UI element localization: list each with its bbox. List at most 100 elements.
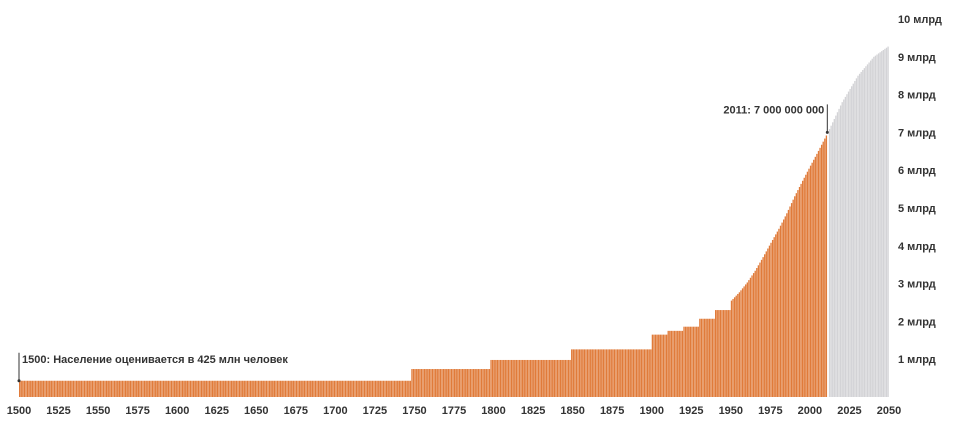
- historical-bar: [85, 380, 87, 397]
- historical-bar: [419, 369, 421, 397]
- historical-bar: [764, 254, 766, 397]
- historical-bar: [145, 380, 147, 397]
- historical-bar: [106, 380, 108, 397]
- historical-bar: [183, 380, 185, 397]
- x-tick-label: 1525: [46, 405, 70, 417]
- historical-bar: [199, 380, 201, 397]
- y-tick-label: 3 млрд: [898, 279, 936, 291]
- projection-bar: [838, 108, 840, 397]
- historical-bar: [208, 380, 211, 397]
- historical-bar: [735, 295, 737, 397]
- historical-bar: [555, 359, 557, 397]
- historical-bar: [324, 380, 326, 397]
- historical-bar: [261, 380, 263, 397]
- historical-bar: [602, 349, 605, 397]
- historical-bar: [368, 380, 370, 397]
- historical-bar: [336, 380, 339, 397]
- historical-bar: [306, 380, 309, 397]
- historical-bar: [400, 380, 402, 397]
- historical-bar: [813, 159, 815, 397]
- x-tick-label: 1950: [719, 405, 743, 417]
- historical-bar: [259, 380, 261, 397]
- x-tick-label: 1750: [402, 405, 426, 417]
- historical-bar: [297, 380, 299, 397]
- historical-bar: [582, 349, 584, 397]
- historical-bar: [406, 380, 408, 397]
- historical-bar: [716, 310, 718, 397]
- historical-bar: [684, 326, 687, 397]
- historical-bar: [528, 359, 530, 397]
- x-tick-label: 1975: [758, 405, 782, 417]
- projection-bar: [871, 58, 873, 397]
- historical-bar: [142, 380, 144, 397]
- historical-bar: [281, 380, 283, 397]
- historical-bar: [94, 380, 97, 397]
- historical-bar: [134, 380, 136, 397]
- historical-bar: [254, 380, 257, 397]
- historical-bar: [726, 310, 728, 397]
- historical-bar: [822, 141, 824, 397]
- historical-bar: [552, 359, 554, 397]
- historical-bar: [484, 369, 486, 397]
- historical-bar: [609, 349, 611, 397]
- historical-bar: [30, 380, 32, 397]
- historical-bar: [471, 369, 473, 397]
- x-axis-tick-labels: 1500 1525 1550 1575 1600 1625 1650 1675 1700 1725…: [7, 405, 901, 417]
- historical-bar: [311, 380, 313, 397]
- historical-bar: [185, 380, 187, 397]
- historical-bar: [346, 380, 348, 397]
- historical-bar: [357, 380, 359, 397]
- historical-bar: [360, 380, 363, 397]
- projection-bar: [863, 68, 866, 397]
- historical-bar: [664, 334, 666, 397]
- historical-bar: [115, 380, 117, 397]
- historical-bar: [319, 380, 321, 397]
- historical-bar: [526, 359, 529, 397]
- historical-bar: [69, 380, 71, 397]
- historical-bar: [752, 273, 755, 397]
- historical-bar: [245, 380, 247, 397]
- projection-bar: [832, 122, 834, 397]
- x-tick-label: 2050: [877, 405, 901, 417]
- historical-bar: [762, 257, 764, 397]
- historical-bar: [162, 380, 165, 397]
- projection-bar: [865, 66, 867, 397]
- historical-bar: [196, 380, 198, 397]
- y-tick-label: 6 млрд: [898, 165, 936, 177]
- historical-bar: [697, 326, 699, 397]
- projection-bar: [836, 112, 839, 398]
- historical-bar: [267, 380, 269, 397]
- historical-bar: [22, 380, 24, 397]
- historical-bar: [175, 380, 177, 397]
- historical-bar: [637, 349, 639, 397]
- historical-bar: [503, 359, 505, 397]
- historical-bar: [759, 262, 761, 397]
- historical-bar: [428, 369, 431, 397]
- projection-bar: [843, 99, 845, 397]
- historical-bar: [414, 369, 416, 397]
- projection-bar: [857, 75, 859, 397]
- historical-bar: [465, 369, 467, 397]
- historical-bar: [797, 190, 799, 397]
- historical-bar: [567, 359, 570, 397]
- historical-bar: [273, 380, 276, 397]
- projection-bar: [882, 50, 885, 397]
- historical-bar: [768, 245, 771, 397]
- historical-bar: [39, 380, 41, 397]
- historical-bar: [559, 359, 562, 397]
- historical-bar: [746, 282, 748, 397]
- historical-bar: [37, 380, 40, 397]
- historical-bar: [52, 380, 54, 397]
- historical-bar: [74, 380, 76, 397]
- projection-bar: [835, 115, 837, 397]
- historical-bar: [724, 310, 726, 397]
- projection-bar: [830, 125, 832, 398]
- historical-bar: [631, 349, 633, 397]
- historical-bar: [632, 349, 635, 397]
- historical-bar: [458, 369, 461, 397]
- x-tick-label: 1850: [560, 405, 584, 417]
- historical-bar: [607, 349, 609, 397]
- historical-bar: [20, 380, 22, 397]
- historical-bar: [781, 222, 783, 397]
- historical-bar: [221, 380, 223, 397]
